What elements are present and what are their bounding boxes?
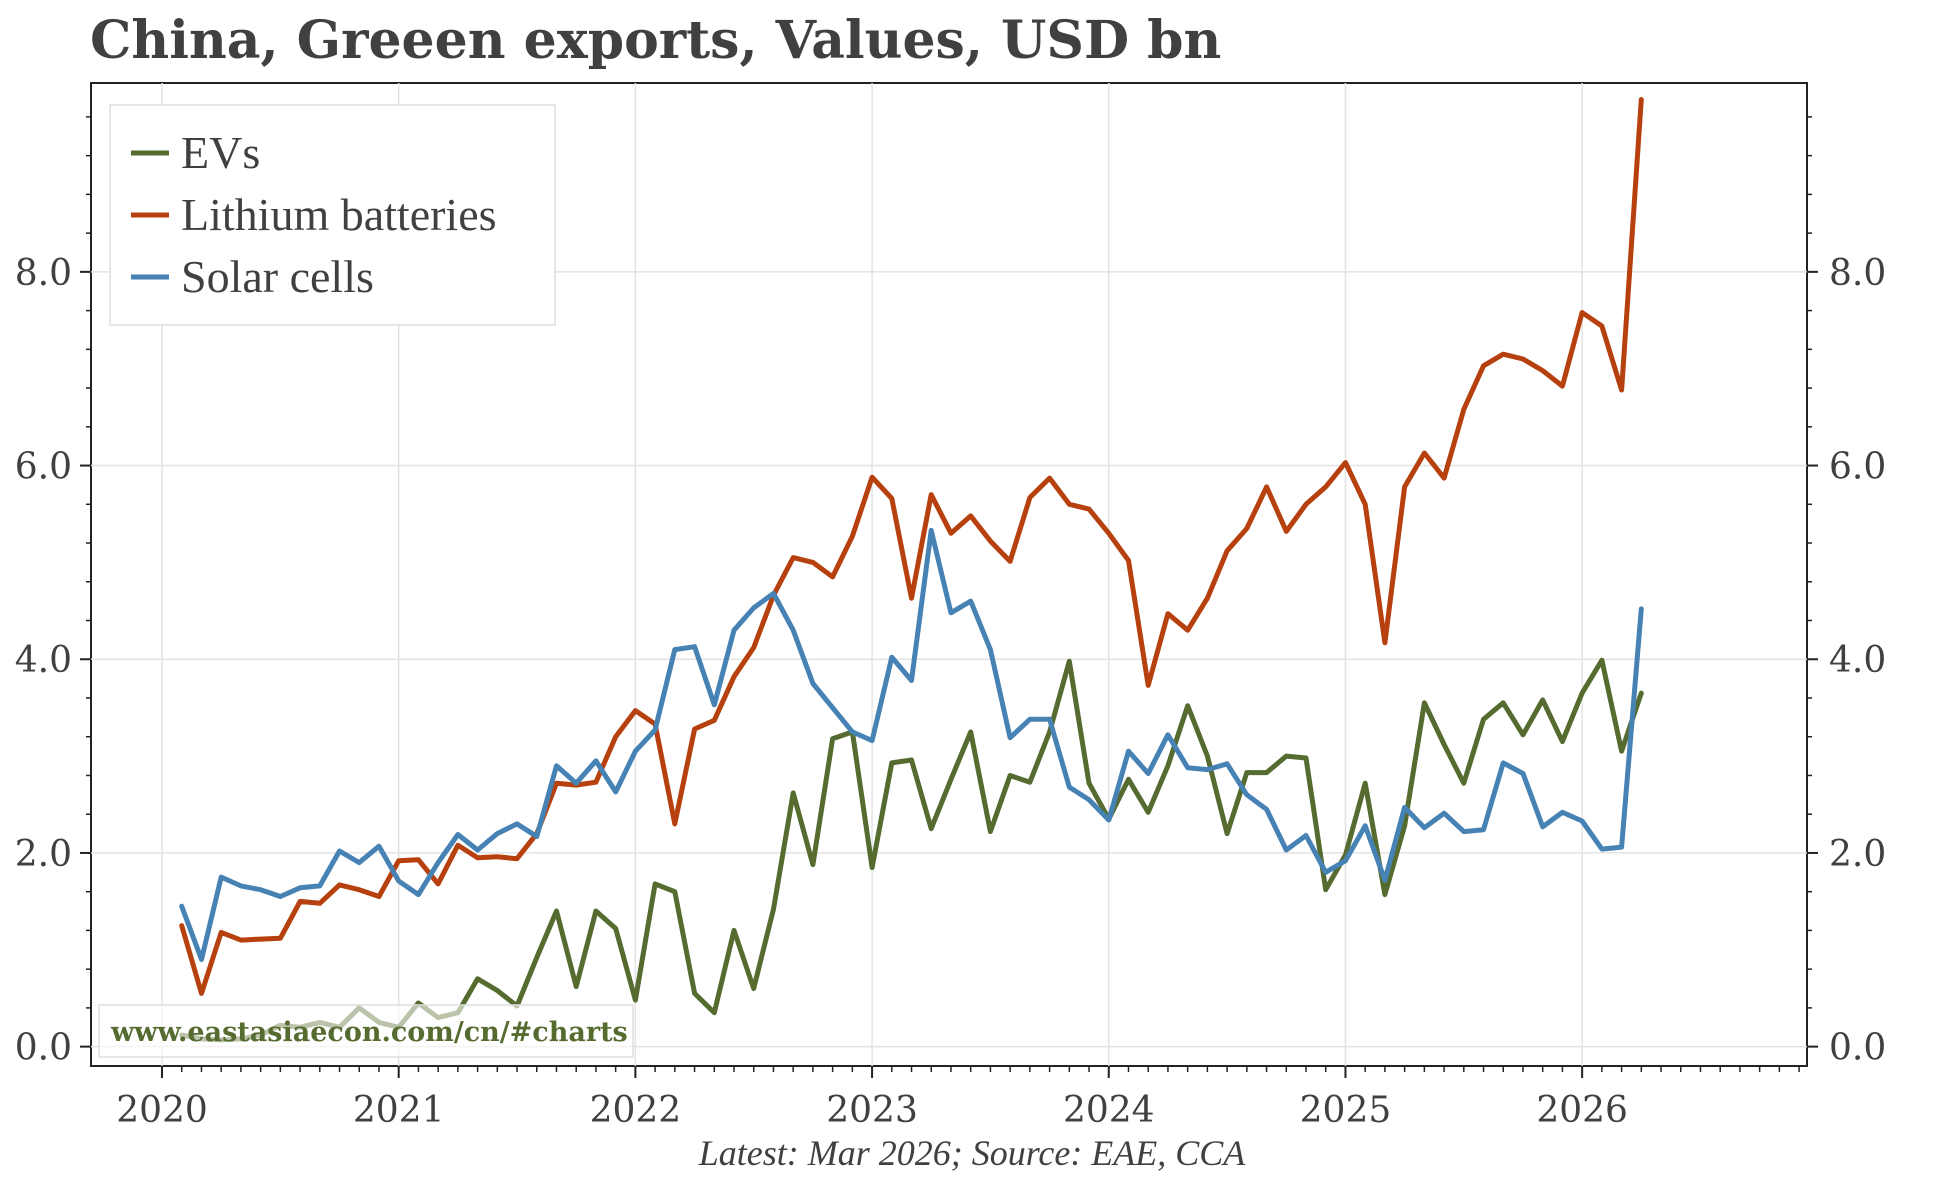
- legend: EVs Lithium batteries Solar cells: [109, 104, 556, 326]
- legend-box: [109, 104, 556, 326]
- y-tick-label-right: 6.0: [1829, 447, 1886, 488]
- x-tick-label: 2022: [590, 1090, 682, 1131]
- y-tick-label-left: 8.0: [15, 253, 72, 294]
- y-tick-label-left: 2.0: [15, 834, 72, 875]
- axes: 0.0 0.0 2.0 2.0 4.0 4.0 6.0 6.0 8.0 8.0 2020 2021 20…: [15, 116, 1886, 1131]
- y-tick-label-right: 4.0: [1829, 640, 1886, 681]
- source-note: Latest: Mar 2026; Source: EAE, CCA: [698, 1133, 1247, 1173]
- x-tick-label: 2025: [1300, 1090, 1392, 1131]
- legend-label-solar-cells: Solar cells: [181, 251, 374, 302]
- series-line-solar-cells: [179, 527, 1644, 962]
- x-tick-label: 2023: [826, 1090, 918, 1131]
- plot-frame: [90, 82, 1808, 1067]
- x-tick-label: 2024: [1063, 1090, 1155, 1131]
- x-tick-label: 2021: [353, 1090, 445, 1131]
- y-tick-label-right: 0.0: [1829, 1028, 1886, 1069]
- series-line-lithium-batteries: [179, 97, 1644, 996]
- legend-label-lithium-batteries: Lithium batteries: [181, 189, 497, 240]
- y-tick-label-right: 2.0: [1829, 834, 1886, 875]
- watermark-box: [98, 1004, 634, 1058]
- series-line-evs: [179, 657, 1644, 1043]
- y-tick-label-left: 4.0: [15, 640, 72, 681]
- x-tick-label: 2020: [116, 1090, 208, 1131]
- y-tick-label-left: 6.0: [15, 447, 72, 488]
- y-tick-label-right: 8.0: [1829, 253, 1886, 294]
- y-tick-label-left: 0.0: [15, 1028, 72, 1069]
- watermark: www.eastasiaecon.com/cn/#charts: [98, 1004, 634, 1058]
- x-tick-label: 2026: [1536, 1090, 1628, 1131]
- legend-label-evs: EVs: [181, 127, 260, 178]
- watermark-text: www.eastasiaecon.com/cn/#charts: [110, 1017, 628, 1048]
- chart-title: China, Greeen exports, Values, USD bn: [90, 10, 1221, 71]
